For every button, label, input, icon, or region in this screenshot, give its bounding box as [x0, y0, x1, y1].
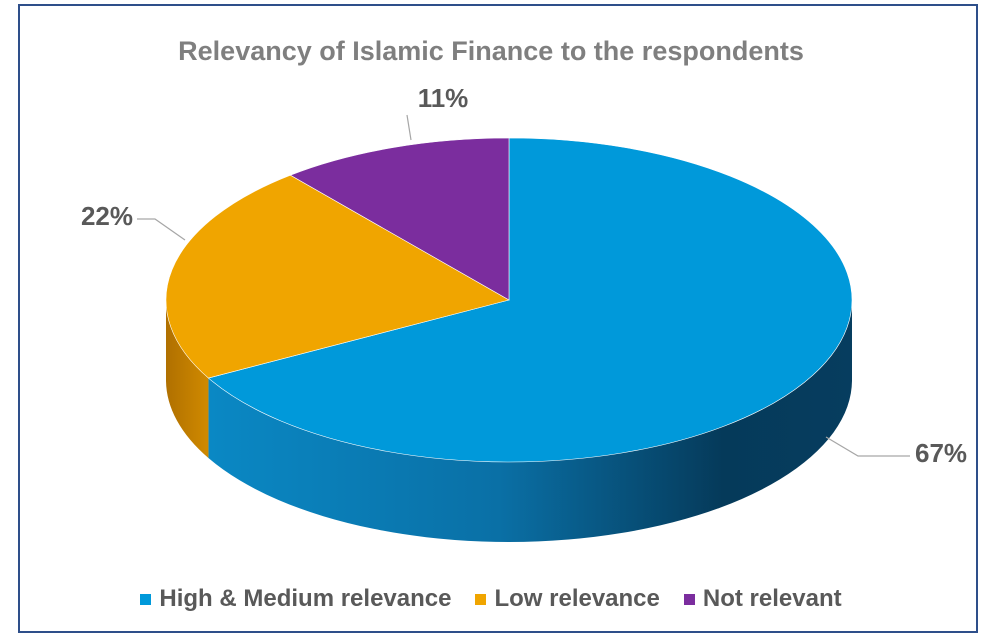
legend-item-low: Low relevance [475, 585, 659, 613]
legend-swatch [140, 594, 151, 605]
legend-swatch [475, 594, 486, 605]
leader-line [826, 437, 910, 456]
data-label: 22% [81, 201, 133, 231]
legend-item-high-medium: High & Medium relevance [140, 585, 451, 613]
legend-item-not-relevant: Not relevant [684, 585, 842, 613]
legend: High & Medium relevance Low relevance No… [0, 585, 982, 613]
data-label: 11% [418, 83, 469, 113]
leader-line [137, 219, 185, 240]
legend-label: Low relevance [494, 585, 659, 613]
leader-line [407, 115, 411, 140]
legend-label: Not relevant [703, 585, 842, 613]
legend-swatch [684, 594, 695, 605]
legend-label: High & Medium relevance [159, 585, 451, 613]
data-label: 67% [915, 438, 967, 468]
